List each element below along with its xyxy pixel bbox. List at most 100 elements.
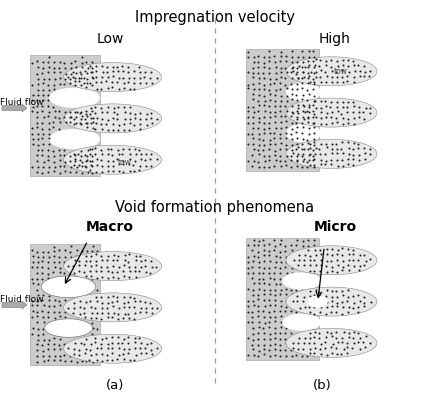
Point	[266, 54, 273, 60]
Point	[86, 347, 93, 353]
Point	[340, 104, 347, 110]
Point	[261, 351, 268, 358]
Point	[310, 156, 317, 162]
Point	[70, 69, 77, 75]
Point	[77, 116, 84, 123]
Point	[277, 270, 284, 276]
Point	[29, 164, 36, 170]
Point	[40, 357, 47, 364]
Point	[250, 86, 257, 93]
Point	[350, 263, 357, 270]
Point	[270, 163, 277, 169]
Point	[104, 275, 111, 281]
Point	[249, 270, 256, 276]
Point	[115, 122, 122, 128]
Point	[92, 335, 98, 341]
Point	[329, 120, 336, 126]
Point	[293, 65, 300, 71]
Point	[309, 75, 316, 82]
Point	[62, 264, 69, 270]
Point	[44, 103, 51, 109]
Point	[78, 75, 85, 81]
Point	[288, 59, 295, 66]
Point	[289, 324, 295, 330]
Point	[94, 357, 101, 363]
Point	[255, 336, 261, 342]
Point	[245, 54, 252, 60]
Point	[94, 287, 101, 293]
Point	[29, 314, 36, 320]
Point	[119, 62, 126, 69]
Point	[305, 108, 312, 115]
Point	[34, 249, 40, 255]
Point	[244, 335, 251, 341]
Point	[300, 257, 307, 263]
Point	[109, 345, 116, 351]
Point	[29, 141, 36, 147]
Point	[288, 164, 295, 170]
Point	[125, 68, 132, 75]
Point	[266, 275, 273, 281]
Point	[311, 237, 318, 243]
Point	[84, 65, 91, 71]
Point	[298, 146, 305, 152]
Point	[355, 257, 362, 263]
Point	[98, 116, 105, 122]
Point	[339, 252, 346, 259]
Point	[40, 331, 46, 337]
Point	[265, 297, 272, 303]
Point	[306, 286, 313, 293]
Point	[344, 298, 350, 304]
Point	[94, 347, 101, 354]
Point	[78, 270, 85, 276]
Point	[98, 63, 105, 69]
Point	[310, 254, 317, 260]
Point	[287, 69, 294, 75]
Point	[266, 241, 273, 248]
Point	[256, 91, 263, 98]
Point	[298, 85, 305, 92]
Point	[271, 352, 278, 358]
Point	[329, 146, 336, 152]
Point	[346, 333, 353, 340]
Point	[83, 298, 90, 304]
Point	[310, 247, 316, 253]
Point	[355, 330, 362, 336]
Point	[317, 109, 324, 115]
Point	[307, 334, 314, 341]
Point	[83, 347, 90, 353]
Point	[282, 113, 289, 119]
Point	[265, 308, 272, 315]
Point	[46, 337, 52, 343]
Point	[94, 86, 101, 93]
Point	[110, 114, 117, 121]
Point	[98, 121, 104, 127]
Point	[289, 109, 295, 115]
Point	[261, 303, 268, 310]
Point	[72, 75, 79, 81]
Point	[316, 299, 323, 305]
Point	[45, 147, 52, 153]
Point	[143, 305, 150, 312]
Point	[345, 262, 352, 268]
Ellipse shape	[282, 272, 321, 290]
Point	[86, 151, 93, 158]
Point	[39, 59, 46, 66]
Point	[40, 159, 47, 165]
Point	[324, 351, 331, 358]
Point	[108, 334, 115, 341]
Point	[356, 157, 363, 163]
Point	[305, 125, 312, 131]
Point	[310, 86, 316, 92]
Ellipse shape	[64, 252, 162, 281]
Point	[350, 335, 356, 341]
Point	[323, 246, 330, 252]
Point	[104, 310, 111, 316]
Point	[40, 114, 47, 120]
Point	[126, 251, 133, 257]
Point	[61, 314, 68, 320]
Ellipse shape	[282, 314, 321, 331]
Point	[301, 252, 308, 258]
Point	[311, 264, 318, 270]
Point	[98, 316, 104, 322]
